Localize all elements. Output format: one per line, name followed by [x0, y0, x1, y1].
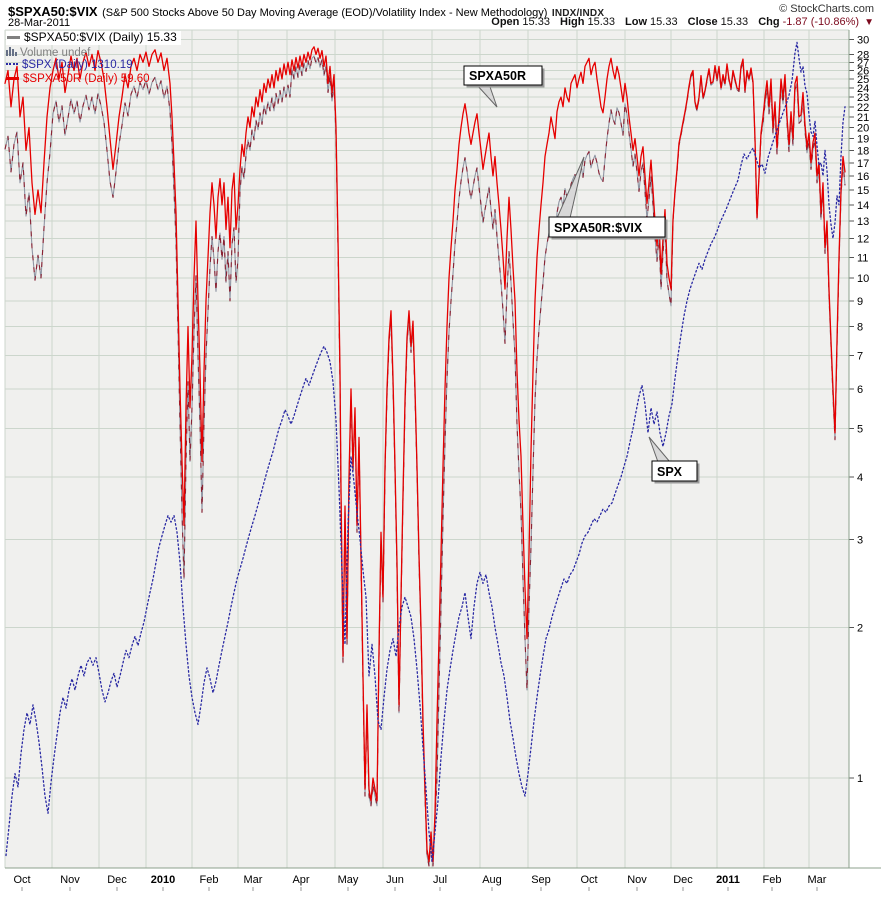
x-axis-label: Mar — [244, 874, 263, 886]
annotation-label: SPXA50R — [469, 69, 526, 83]
x-axis-label: Feb — [763, 874, 782, 886]
x-axis-label: Aug — [482, 874, 502, 886]
y-axis-label: 30 — [857, 34, 869, 46]
x-axis-label: Mar — [808, 874, 827, 886]
legend-item-spx: $SPX (Daily) 1310.19 — [6, 59, 181, 73]
y-axis-label: 27 — [857, 57, 869, 69]
annotation-box — [548, 216, 666, 238]
plot-background — [5, 30, 849, 868]
triangle-down-icon: ▼ — [864, 17, 874, 28]
x-axis-label: Feb — [200, 874, 219, 886]
y-axis-label: 17 — [857, 158, 869, 170]
annotation-label: SPXA50R:$VIX — [554, 221, 643, 235]
y-axis-label: 3 — [857, 534, 863, 546]
y-axis-label: 11 — [857, 252, 868, 264]
y-axis-label: 9 — [857, 296, 863, 308]
legend-item-label: Volume undef — [20, 46, 91, 59]
y-axis-label: 14 — [857, 200, 869, 212]
change-label: Chg — [758, 16, 780, 28]
y-axis-label: 4 — [857, 472, 863, 484]
y-axis-label: 22 — [857, 102, 869, 114]
x-axis-label: Sep — [531, 874, 551, 886]
y-axis-label: 23 — [857, 92, 869, 104]
change-value: -1.87 (-10.86%) — [782, 16, 860, 28]
blue-dotted-swatch-icon — [6, 62, 18, 65]
y-axis-label: 2 — [857, 622, 863, 634]
chart-date: 28-Mar-2011 — [8, 17, 71, 29]
low-value: 15.33 — [650, 16, 678, 28]
legend-item-spxa50r: $SPXA50R (Daily) 59.60 — [6, 73, 181, 87]
x-axis-label: Dec — [107, 874, 127, 886]
y-axis-label: 28 — [857, 49, 869, 61]
y-axis-label: 25 — [857, 74, 869, 86]
chart-header: $SPXA50:$VIX (S&P 500 Stocks Above 50 Da… — [0, 0, 881, 30]
high-label: High — [560, 16, 585, 28]
legend-item-label: $SPXA50R (Daily) 59.60 — [23, 72, 150, 85]
x-axis-label: May — [338, 874, 359, 886]
annotation-box — [651, 460, 698, 482]
x-axis-label: Jul — [433, 874, 447, 886]
x-axis-label: Nov — [627, 874, 647, 886]
exchange-label: INDX/INDX — [551, 8, 605, 19]
series-line-spx — [5, 41, 846, 863]
red-line-swatch-icon — [6, 76, 19, 80]
y-axis-label: 24 — [857, 83, 869, 95]
chart-description: (S&P 500 Stocks Above 50 Day Moving Aver… — [102, 7, 548, 19]
legend-item-label: $SPX (Daily) 1310.19 — [22, 59, 133, 71]
open-value: 15.33 — [522, 16, 550, 28]
y-axis-label: 1 — [857, 773, 863, 785]
volume-bars-icon — [6, 46, 17, 56]
ohlc-readout: Open 15.33 High 15.33 Low 15.33 Close 15.33 … — [484, 16, 874, 28]
annotation-box — [463, 65, 543, 86]
y-axis-label: 8 — [857, 321, 863, 333]
x-axis-label: Nov — [60, 874, 80, 886]
close-label: Close — [687, 16, 718, 28]
y-axis-label: 6 — [857, 384, 863, 396]
x-axis-label: Oct — [580, 874, 597, 886]
legend-item-label: $SPXA50:$VIX (Daily) 15.33 — [24, 30, 177, 44]
y-axis-label: 18 — [857, 145, 869, 157]
series-line-spxa50r — [4, 46, 846, 863]
chart-legend: $SPXA50:$VIX (Daily) 15.33 Volume undef … — [6, 30, 181, 87]
annotation-label: SPX — [657, 465, 683, 479]
y-axis-label: 7 — [857, 350, 863, 362]
copyright-label: © StockCharts.com — [779, 3, 874, 15]
y-axis-label: 12 — [857, 233, 869, 245]
high-value: 15.33 — [587, 16, 615, 28]
low-label: Low — [625, 16, 648, 28]
y-axis-label: 10 — [857, 273, 869, 285]
x-axis-label: 2010 — [151, 874, 175, 886]
y-axis-label: 21 — [857, 112, 869, 124]
y-axis-label: 5 — [857, 424, 863, 436]
x-axis-label: 2011 — [716, 874, 740, 886]
x-axis-label: Dec — [673, 874, 693, 886]
y-axis-label: 13 — [857, 216, 869, 228]
page-title: $SPXA50:$VIX — [8, 4, 98, 19]
x-axis-label: Oct — [13, 874, 30, 886]
title-row: $SPXA50:$VIX (S&P 500 Stocks Above 50 Da… — [8, 3, 604, 21]
y-axis-label: 20 — [857, 122, 869, 134]
y-axis-label: 19 — [857, 134, 869, 146]
legend-item-ratio: $SPXA50:$VIX (Daily) 15.33 — [6, 30, 181, 45]
close-value: 15.33 — [720, 16, 749, 28]
y-axis-label: 15 — [857, 185, 869, 197]
legend-item-volume: Volume undef — [6, 46, 181, 60]
x-axis-label: Apr — [292, 874, 309, 886]
open-label: Open — [491, 16, 520, 28]
y-axis-label: 26 — [857, 66, 869, 78]
x-axis-label: Jun — [386, 874, 404, 886]
gray-line-swatch-icon — [7, 36, 20, 40]
y-axis-label: 16 — [857, 171, 869, 183]
